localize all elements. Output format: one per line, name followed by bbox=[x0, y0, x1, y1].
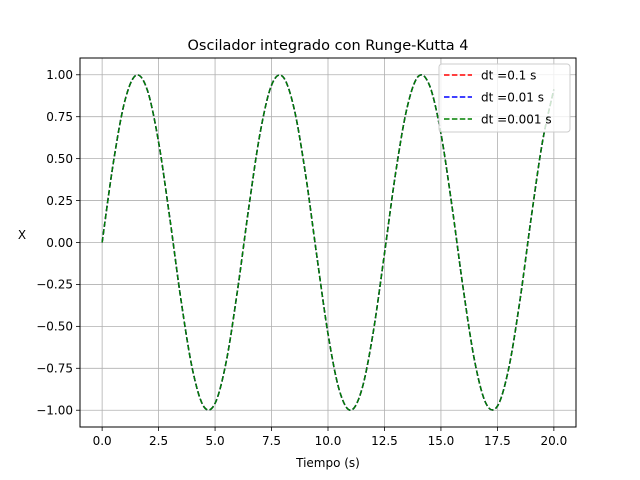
x-tick-label: 15.0 bbox=[428, 434, 455, 448]
y-tick-label: 0.75 bbox=[46, 110, 73, 124]
legend-label: dt =0.1 s bbox=[481, 68, 536, 82]
x-axis-label: Tiempo (s) bbox=[295, 456, 360, 470]
y-tick-label: 0.25 bbox=[46, 194, 73, 208]
ticks: 0.0 2.5 5.0 7.5 10.0 12.5 15.0 17.5 20.0 −1.00 −0.… bbox=[36, 68, 567, 448]
y-tick-label: −0.25 bbox=[36, 278, 73, 292]
y-tick-label: −0.50 bbox=[36, 320, 73, 334]
x-tick-label: 20.0 bbox=[541, 434, 568, 448]
legend-label: dt =0.001 s bbox=[481, 112, 552, 126]
x-tick-label: 7.5 bbox=[262, 434, 281, 448]
series-line-3 bbox=[101, 74, 555, 411]
x-tick-label: 0.0 bbox=[93, 434, 112, 448]
y-tick-label: 1.00 bbox=[46, 68, 73, 82]
y-tick-label: −0.75 bbox=[36, 362, 73, 376]
chart-title: Oscilador integrado con Runge-Kutta 4 bbox=[188, 38, 469, 54]
y-tick-label: 0.00 bbox=[46, 236, 73, 250]
y-tick-label: −1.00 bbox=[36, 404, 73, 418]
series-layer bbox=[101, 74, 555, 411]
x-tick-label: 12.5 bbox=[371, 434, 398, 448]
x-tick-label: 10.0 bbox=[315, 434, 342, 448]
y-axis-label: X bbox=[18, 228, 26, 242]
x-tick-label: 17.5 bbox=[484, 434, 511, 448]
legend-label: dt =0.01 s bbox=[481, 90, 544, 104]
y-tick-label: 0.50 bbox=[46, 152, 73, 166]
x-tick-label: 5.0 bbox=[206, 434, 225, 448]
legend-box bbox=[438, 63, 571, 133]
x-tick-label: 2.5 bbox=[149, 434, 168, 448]
legend: dt =0.1 s dt =0.01 s dt =0.001 s bbox=[438, 63, 571, 133]
